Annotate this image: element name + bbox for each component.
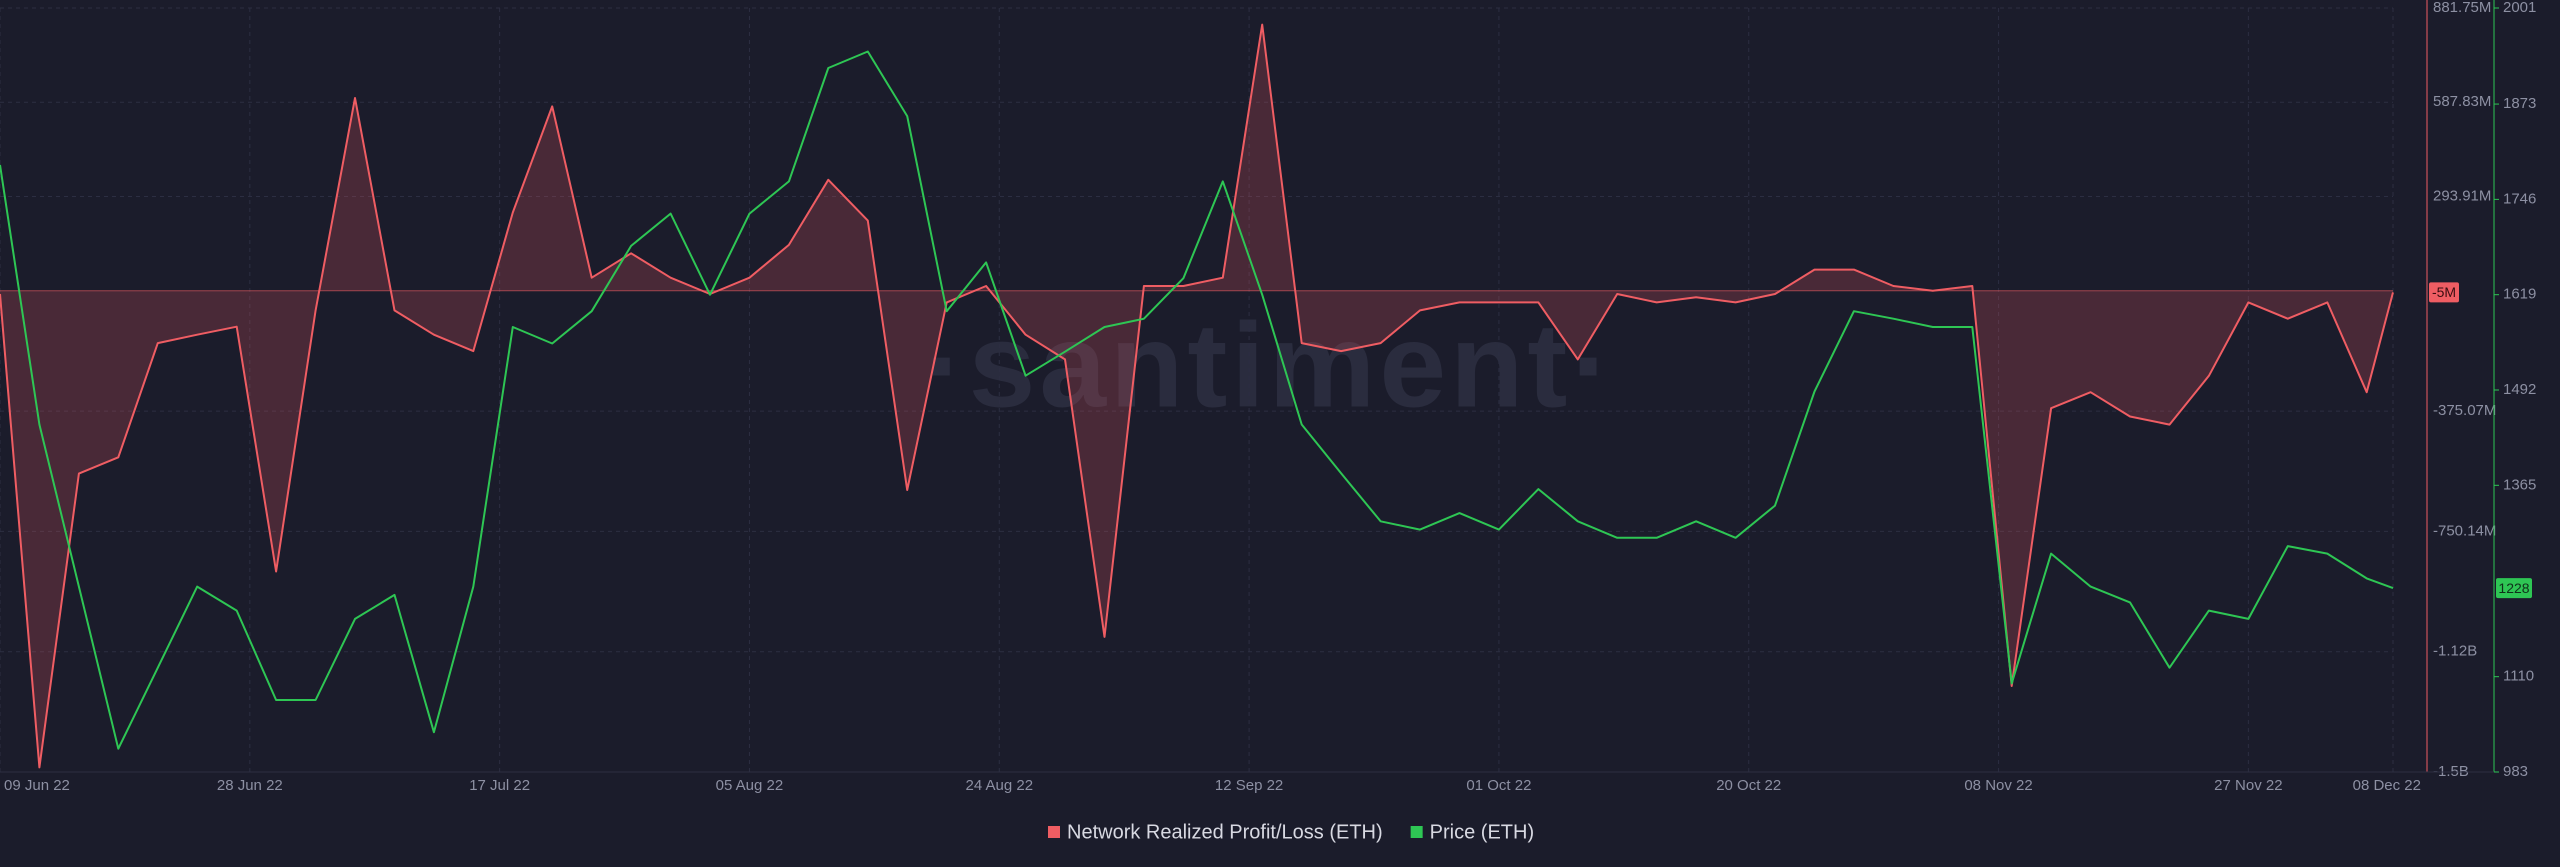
y-tick-label: -1.12B xyxy=(2433,643,2477,660)
y-tick-label: 587.83M xyxy=(2433,93,2491,110)
line xyxy=(0,50,2394,750)
y-tick-label: 293.91M xyxy=(2433,188,2491,205)
x-tick-label: 05 Aug 22 xyxy=(716,777,784,794)
legend-swatch xyxy=(1048,826,1060,838)
last-value-label: -5M xyxy=(2432,284,2456,300)
y-tick-label: -750.14M xyxy=(2433,522,2496,539)
legend: Network Realized Profit/Loss (ETH) Price … xyxy=(1048,821,1534,843)
last-value-badge xyxy=(2429,282,2459,303)
y-tick-label: -375.07M xyxy=(2433,402,2496,419)
y2-tick-label: 1746 xyxy=(2503,190,2536,207)
legend-label: Price (ETH) xyxy=(1430,821,1534,843)
x-tick-label: 12 Sep 22 xyxy=(1215,777,1283,794)
x-tick-label: 08 Dec 22 xyxy=(2353,777,2421,794)
y-tick-label: -1.5B xyxy=(2433,763,2469,780)
last-value-badge xyxy=(2496,578,2532,599)
x-tick-label: 27 Nov 22 xyxy=(2214,777,2282,794)
y2-tick-label: 1873 xyxy=(2503,95,2536,112)
y2-tick-label: 1492 xyxy=(2503,381,2536,398)
y-tick-label: 881.75M xyxy=(2433,0,2491,16)
x-tick-label: 28 Jun 22 xyxy=(217,777,283,794)
x-tick-label: 20 Oct 22 xyxy=(1716,777,1781,794)
y2-tick-label: 2001 xyxy=(2503,0,2536,16)
y2-tick-label: 1619 xyxy=(2503,286,2536,303)
legend-label: Network Realized Profit/Loss (ETH) xyxy=(1067,821,1383,843)
x-tick-label: 08 Nov 22 xyxy=(1964,777,2032,794)
x-tick-label: 09 Jun 22 xyxy=(4,777,70,794)
x-tick-label: 24 Aug 22 xyxy=(965,777,1033,794)
y2-tick-label: 1110 xyxy=(2503,668,2534,685)
legend-swatch xyxy=(1410,826,1423,838)
y2-tick-label: 1365 xyxy=(2503,476,2536,493)
watermark: ·santiment· xyxy=(925,299,1616,433)
last-value-label: 1228 xyxy=(2498,580,2529,596)
x-tick-label: 17 Jul 22 xyxy=(469,777,530,794)
x-tick-label: 01 Oct 22 xyxy=(1466,777,1531,794)
y2-tick-label: 983 xyxy=(2503,763,2528,780)
